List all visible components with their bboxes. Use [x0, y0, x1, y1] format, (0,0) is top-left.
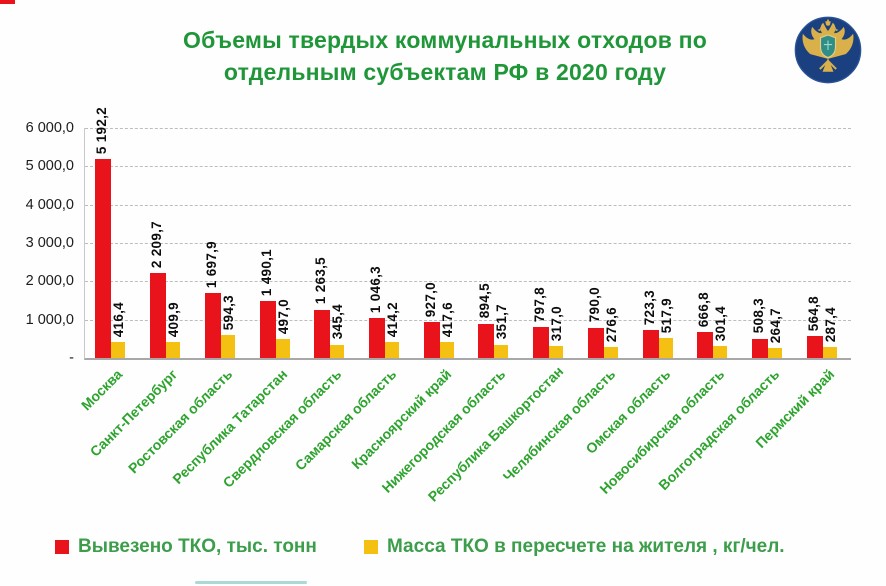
- red-bar-value: 1 490,1: [258, 248, 274, 296]
- legend-item-red: Вывезено ТКО, тыс. тонн: [55, 534, 317, 560]
- chart-title-line2: отдельным субъектам РФ в 2020 году: [223, 59, 667, 85]
- red-bar-value: 1 263,5: [313, 257, 329, 305]
- red-bar-value: 2 209,7: [149, 221, 165, 269]
- yellow-bar-value: 317,0: [549, 305, 565, 341]
- yellow-bar-value: 594,3: [220, 294, 236, 331]
- rosprirodnadzor-emblem-icon: [794, 16, 862, 84]
- yellow-bar-value: 497,0: [275, 298, 291, 334]
- y-axis-tick-label: 1 000,0: [25, 311, 74, 328]
- gridline-4000: [85, 204, 851, 206]
- chart-title: Объемы твердых коммунальных отходов по о…: [60, 24, 830, 88]
- red-bar: [150, 273, 167, 358]
- red-bar: [95, 158, 112, 358]
- yellow-bar: [713, 346, 728, 358]
- yellow-bar: [439, 342, 454, 358]
- red-bar: [642, 330, 659, 358]
- yellow-bar-value: 409,9: [166, 302, 182, 338]
- yellow-bar-value: 276,6: [603, 307, 619, 343]
- yellow-bar-value: 301,4: [713, 306, 729, 342]
- yellow-bar-value: 517,9: [658, 297, 674, 334]
- red-bar-value: 666,8: [696, 292, 712, 328]
- teal-smudge-artifact: [195, 581, 307, 584]
- yellow-bar: [166, 342, 181, 358]
- red-bar-value: 1 697,9: [203, 240, 219, 288]
- red-bar: [806, 336, 823, 358]
- red-bar-value: 564,8: [805, 296, 821, 332]
- red-bar-value: 5 192,2: [94, 106, 110, 154]
- y-axis-tick-label: 4 000,0: [25, 196, 74, 213]
- red-bar: [368, 317, 385, 358]
- plot-area: 5 192,2 416,4 2 209,7 409,9 1 697,9 594,3 1 49…: [84, 107, 851, 360]
- legend-label-red: Вывезено ТКО, тыс. тонн: [78, 536, 317, 557]
- yellow-bar-value: 416,4: [111, 301, 127, 338]
- yellow-bar: [275, 338, 290, 358]
- red-bar-value: 1 046,3: [367, 265, 383, 313]
- gridline-1000: [85, 319, 851, 321]
- yellow-bar: [658, 338, 673, 358]
- gridline-3000: [85, 243, 851, 244]
- red-bar: [423, 322, 440, 358]
- red-bar: [259, 300, 276, 358]
- yellow-bar-value: 264,7: [767, 307, 783, 343]
- y-axis-tick-label: 2 000,0: [25, 273, 74, 290]
- red-bar: [751, 338, 768, 358]
- red-bar-value: 927,0: [422, 282, 438, 318]
- legend-item-yellow: Масса ТКО в пересчете на жителя , кг/чел…: [364, 534, 785, 560]
- yellow-bar: [549, 345, 564, 358]
- yellow-bar: [111, 342, 126, 358]
- yellow-bar-value: 287,4: [822, 306, 838, 342]
- yellow-bar: [220, 335, 235, 358]
- yellow-series-swatch-icon: [364, 540, 378, 554]
- red-bar-value: 790,0: [586, 287, 602, 323]
- red-dash-artifact: [0, 0, 15, 4]
- red-bar-value: 797,8: [532, 287, 548, 323]
- red-bar-value: 723,3: [641, 289, 657, 326]
- red-bar-value: 508,3: [750, 298, 766, 334]
- red-bar: [533, 327, 550, 358]
- yellow-bar: [494, 344, 509, 358]
- yellow-bar-value: 414,2: [384, 301, 400, 338]
- chart-title-line1: Объемы твердых коммунальных отходов по: [183, 27, 707, 53]
- red-bar: [478, 323, 495, 358]
- yellow-bar: [330, 344, 345, 358]
- gridline-2000: [85, 281, 851, 283]
- red-series-swatch-icon: [55, 540, 69, 554]
- chart-legend: Вывезено ТКО, тыс. тонн Масса ТКО в пере…: [0, 534, 886, 560]
- y-axis-tick-label: 6 000,0: [25, 120, 74, 136]
- yellow-bar-value: 345,4: [330, 304, 346, 340]
- yellow-bar: [384, 342, 399, 358]
- yellow-bar: [822, 346, 837, 358]
- y-axis-tick-label: 3 000,0: [25, 235, 74, 251]
- yellow-bar-value: 417,6: [439, 301, 455, 337]
- legend-label-yellow: Масса ТКО в пересчете на жителя , кг/чел…: [387, 536, 785, 557]
- red-bar: [204, 292, 221, 358]
- gridline-5000: [85, 166, 851, 168]
- yellow-bar-value: 351,7: [494, 304, 510, 340]
- red-bar-value: 894,5: [477, 283, 493, 319]
- red-bar: [697, 332, 714, 358]
- gridline-6000: [85, 128, 851, 129]
- y-axis-tick-label: -: [69, 350, 74, 366]
- yellow-bar: [767, 347, 782, 358]
- red-bar: [314, 309, 331, 358]
- y-axis-tick-label: 5 000,0: [25, 158, 74, 175]
- red-bar: [587, 327, 604, 358]
- yellow-bar: [603, 347, 618, 358]
